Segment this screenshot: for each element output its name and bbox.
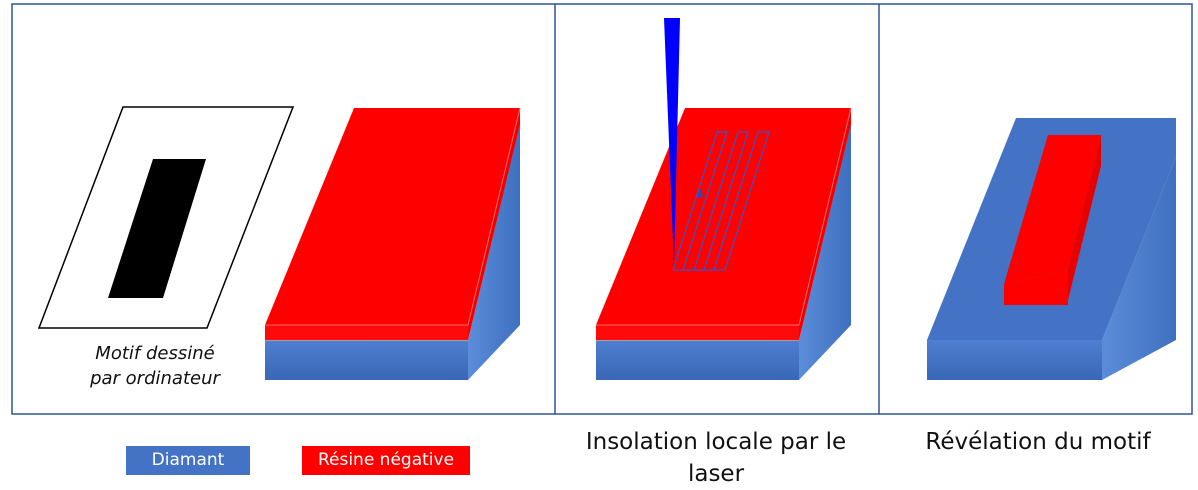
panel1-caption-line1: Motif dessiné	[95, 343, 215, 364]
resin-pattern-front	[1004, 270, 1068, 305]
resin-top-face	[265, 108, 520, 325]
diamond-front-face	[596, 340, 799, 380]
diamond-side-face	[1102, 157, 1176, 380]
resin-front-face	[596, 325, 799, 340]
panel2-caption: Insolation locale par le laser	[585, 429, 847, 487]
resin-top-face	[596, 108, 851, 325]
legend-diamond: Diamant	[126, 446, 250, 475]
resin-side-face	[799, 108, 851, 340]
laser-scan-path	[672, 131, 770, 271]
resin-pattern-side	[1068, 135, 1101, 300]
resin-side-face	[468, 108, 520, 340]
pattern-shape	[108, 159, 206, 298]
coated-diamond-block-2	[596, 107, 852, 380]
resin-pattern-top	[1004, 135, 1101, 284]
diamond-front-face	[265, 340, 468, 380]
scan-direction-arrow	[697, 188, 703, 197]
resin-front-face	[265, 325, 468, 340]
revealed-pattern-block	[927, 118, 1176, 380]
diamond-side-face	[799, 123, 851, 380]
panel1-caption-line2: par ordinateur	[90, 368, 220, 389]
diamond-front-face	[927, 340, 1102, 380]
panel3-caption: Révélation du motif	[925, 429, 1151, 455]
legend-resin: Résine négative	[302, 446, 470, 475]
diamond-side-face	[468, 123, 520, 380]
panel1-caption: Motif dessiné par ordinateur	[50, 341, 260, 391]
diagram-frame	[11, 3, 1193, 415]
computer-drawn-pattern	[37, 106, 295, 329]
laser-beam	[664, 18, 680, 266]
coated-diamond-block-1	[265, 107, 521, 380]
